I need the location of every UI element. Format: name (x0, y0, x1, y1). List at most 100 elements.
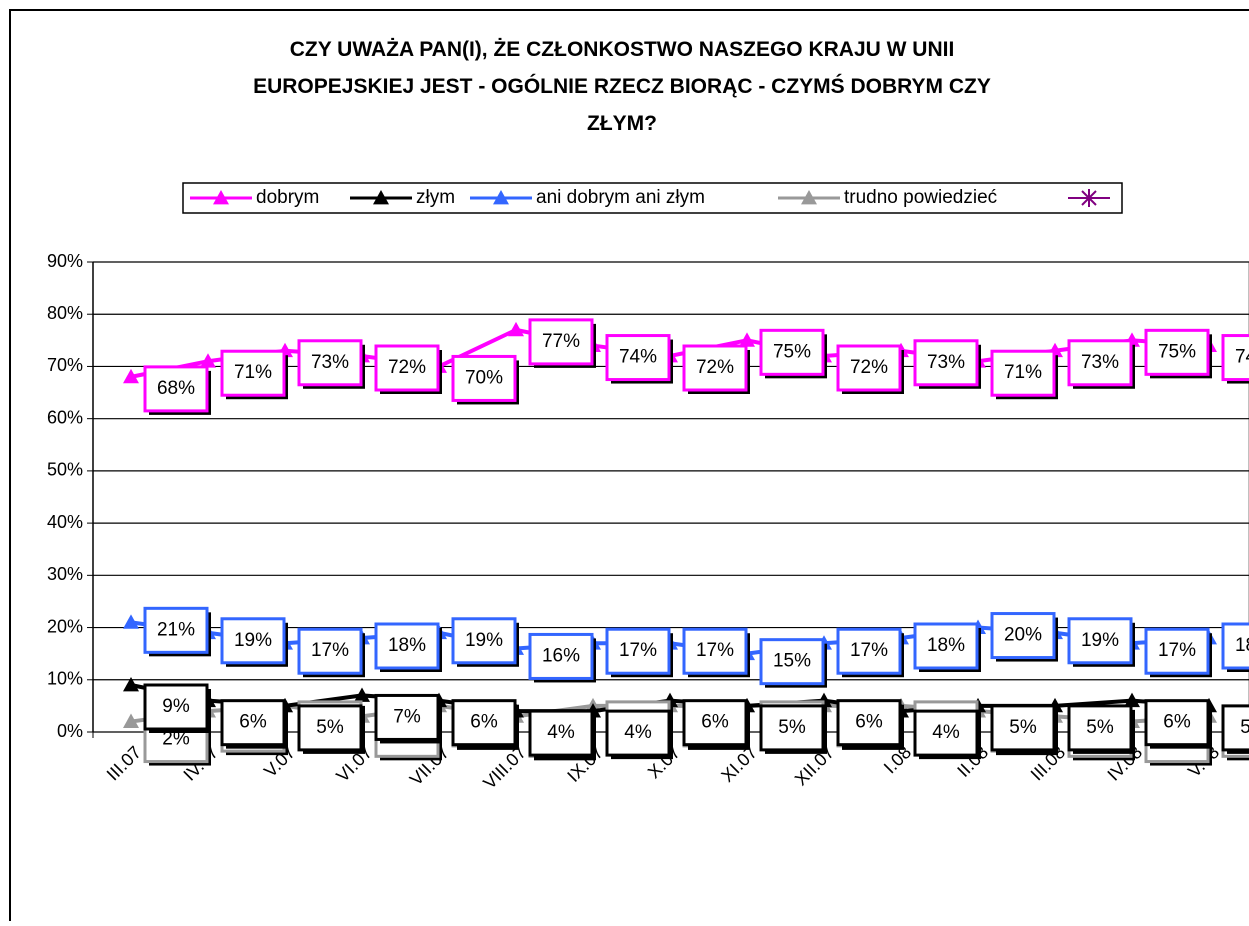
data-label-text: 73% (311, 352, 349, 373)
label-box (451, 699, 517, 747)
data-label-text: 18% (388, 635, 426, 656)
label-box (605, 334, 671, 382)
point-marker (508, 321, 524, 337)
data-label-text: 17% (311, 640, 349, 661)
data-label: 74% (1221, 334, 1249, 384)
y-tick-label: 30% (47, 564, 83, 584)
data-label-text: 72% (388, 357, 426, 378)
data-label-text: 17% (850, 640, 888, 661)
y-tick-label: 60% (47, 407, 83, 427)
label-box (374, 622, 440, 670)
legend-label: złym (416, 187, 455, 208)
data-label-text: 5% (1009, 717, 1037, 738)
legend-label: trudno powiedzieć (844, 187, 997, 208)
data-label: 6% (1144, 699, 1212, 749)
data-label: 20% (990, 612, 1058, 662)
data-label-text: 20% (1004, 625, 1042, 646)
data-label: 17% (605, 627, 673, 678)
point-marker (1124, 692, 1140, 708)
data-label-text: 4% (932, 722, 960, 743)
y-tick-label: 20% (47, 616, 83, 636)
label-box (913, 709, 979, 757)
label-box (990, 704, 1056, 752)
label-box (1144, 328, 1210, 376)
chart-title: CZY UWAŻA PAN(I), ŻE CZŁONKOSTWO NASZEGO… (253, 38, 991, 135)
label-box (990, 349, 1056, 397)
data-label: 21% (143, 606, 211, 657)
data-label: 5% (1067, 704, 1135, 754)
plot-area: 0%10%20%30%40%50%60%70%80%90%III.07IV.07… (47, 251, 1249, 793)
data-label-text: 5% (1086, 717, 1114, 738)
data-label: 71% (990, 349, 1058, 400)
label-box (451, 354, 517, 402)
data-label: 16% (528, 632, 596, 683)
data-label: 6% (682, 699, 750, 749)
label-box (528, 318, 594, 366)
label-box (605, 627, 671, 675)
label-box (913, 339, 979, 387)
point-marker (123, 614, 139, 629)
data-label: 73% (1067, 339, 1135, 389)
label-box (143, 606, 209, 654)
label-box (1144, 699, 1210, 747)
label-box (220, 349, 286, 397)
data-label-text: 4% (547, 722, 575, 743)
label-box (374, 344, 440, 392)
data-label-text: 5% (1240, 717, 1249, 738)
legend-marker (493, 190, 509, 205)
label-box (836, 699, 902, 747)
data-label-text: 17% (696, 640, 734, 661)
label-box (759, 328, 825, 376)
data-label: 72% (682, 344, 750, 394)
data-label: 17% (682, 627, 750, 678)
data-label: 5% (297, 704, 365, 754)
label-box (1221, 622, 1249, 670)
data-label: 4% (528, 709, 596, 760)
legend: dobrym złym ani dobrym ani złym trudno powi… (190, 187, 997, 208)
data-label-text: 74% (1235, 347, 1249, 368)
label-box (374, 693, 440, 741)
data-label-text: 4% (624, 722, 652, 743)
data-label: 6% (220, 699, 288, 749)
label-box (1067, 339, 1133, 387)
legend-label: dobrym (256, 187, 319, 208)
data-label: 9% (143, 683, 211, 733)
data-label: 72% (836, 344, 904, 394)
y-tick-label: 70% (47, 355, 83, 375)
data-label: 5% (1221, 704, 1249, 754)
data-label-text: 6% (855, 712, 883, 733)
data-label: 19% (1067, 617, 1135, 667)
data-label-text: 74% (619, 347, 657, 368)
data-label: 19% (451, 617, 519, 667)
data-label-text: 6% (470, 712, 498, 733)
data-label-text: 6% (239, 712, 267, 733)
y-tick-label: 0% (57, 721, 83, 741)
data-label-text: 73% (1081, 352, 1119, 373)
data-label: 4% (913, 709, 981, 760)
label-box (297, 339, 363, 387)
data-label-text: 70% (465, 367, 503, 388)
data-label: 15% (759, 638, 827, 688)
y-tick-label: 40% (47, 512, 83, 532)
label-box (1221, 704, 1249, 752)
data-label-text: 16% (542, 645, 580, 666)
label-box (297, 704, 363, 752)
label-box (1067, 617, 1133, 665)
point-marker (123, 677, 139, 692)
label-box (1221, 334, 1249, 382)
data-label: 68% (143, 365, 211, 415)
data-label-text: 75% (1158, 341, 1196, 362)
point-marker (123, 713, 139, 728)
data-label: 72% (374, 344, 442, 394)
data-label-text: 5% (778, 717, 806, 738)
data-label-text: 9% (162, 696, 190, 717)
legend-marker (373, 190, 389, 205)
legend-label: ani dobrym ani złym (536, 187, 705, 208)
data-label: 17% (1144, 627, 1212, 678)
label-box (1144, 627, 1210, 675)
data-label: 70% (451, 354, 519, 405)
data-label-text: 17% (1158, 640, 1196, 661)
label-box (143, 365, 209, 413)
label-box (682, 627, 748, 675)
label-box (528, 709, 594, 757)
